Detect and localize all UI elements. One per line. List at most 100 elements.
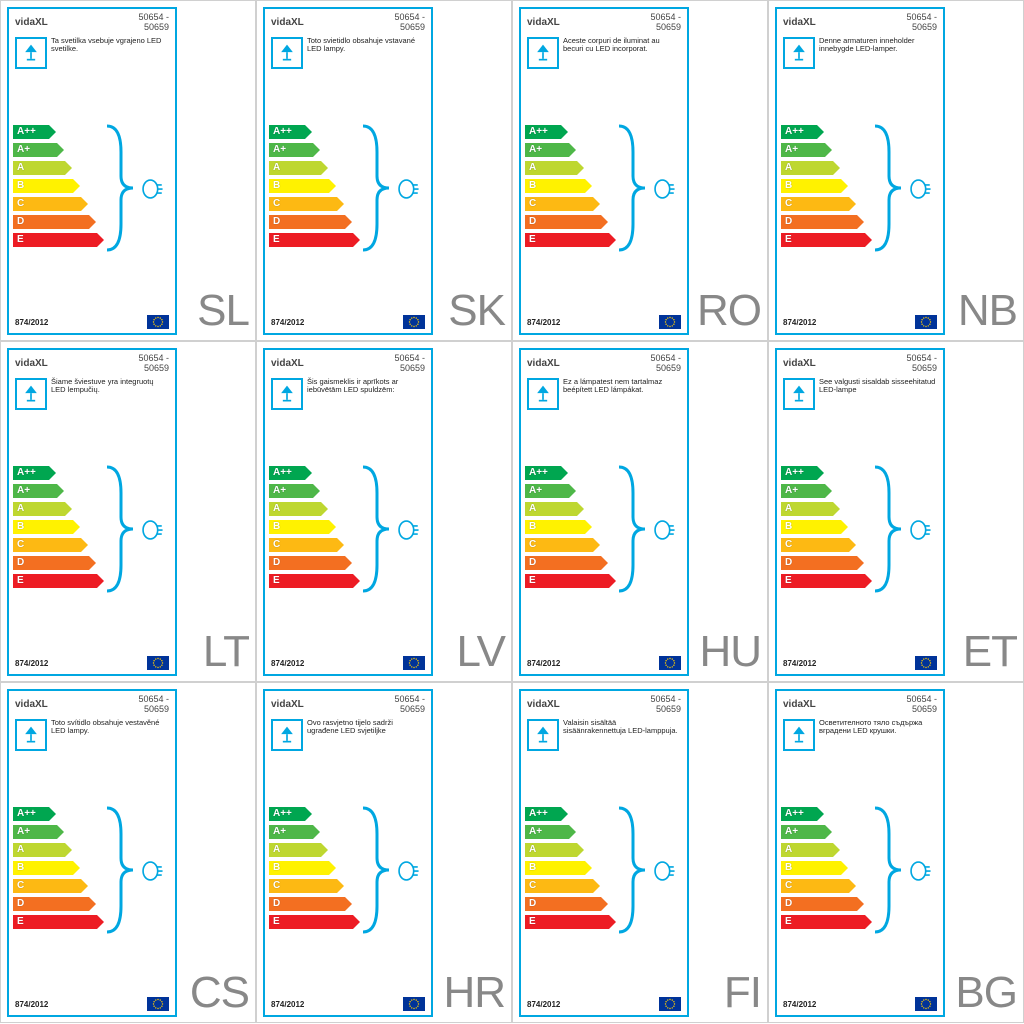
energy-class-label: A+	[785, 825, 798, 839]
energy-label-cell: vidaXL 50654 - 50659 Aceste corpuri de i…	[512, 0, 768, 341]
eu-flag-icon	[403, 656, 425, 670]
energy-class-label: D	[529, 215, 536, 229]
energy-class-label: A++	[17, 125, 36, 139]
energy-class-label: E	[785, 574, 792, 588]
energy-class-label: A	[529, 161, 536, 175]
energy-class-label: D	[17, 556, 24, 570]
energy-scale: A++ A+ A B C	[781, 465, 941, 605]
energy-row: A++	[13, 806, 173, 822]
energy-row: A++	[525, 465, 685, 481]
energy-class-label: C	[17, 197, 24, 211]
lamp-icon-box	[15, 378, 47, 410]
language-code: HU	[699, 627, 761, 677]
energy-row: A	[13, 842, 173, 858]
energy-label-card: vidaXL 50654 - 50659 Ovo rasvjetno tijel…	[263, 689, 433, 1017]
bracket-icon	[871, 463, 907, 595]
energy-row: D	[781, 555, 941, 571]
lamp-icon	[789, 725, 809, 745]
energy-row: E	[13, 914, 173, 930]
energy-label-card: vidaXL 50654 - 50659 See valgusti sisald…	[775, 348, 945, 676]
energy-row: A	[525, 501, 685, 517]
lamp-icon-box	[783, 378, 815, 410]
energy-row: E	[269, 232, 429, 248]
eu-flag-icon	[915, 315, 937, 329]
energy-class-label: A+	[529, 825, 542, 839]
energy-class-label: B	[273, 520, 280, 534]
lamp-icon-box	[15, 37, 47, 69]
energy-class-label: C	[17, 879, 24, 893]
model-range: 50654 - 50659	[650, 354, 681, 374]
regulation-code: 874/2012	[15, 659, 48, 668]
model-range: 50654 - 50659	[138, 354, 169, 374]
bracket-icon	[359, 122, 395, 254]
energy-scale: A++ A+ A B C	[13, 806, 173, 946]
lamp-icon-box	[271, 378, 303, 410]
energy-class-label: A+	[529, 484, 542, 498]
energy-row: E	[525, 914, 685, 930]
energy-class-label: D	[785, 215, 792, 229]
language-code: SK	[448, 286, 505, 336]
energy-scale: A++ A+ A B C	[525, 806, 685, 946]
energy-class-label: A	[529, 843, 536, 857]
energy-label-card: vidaXL 50654 - 50659 Осветителното тяло …	[775, 689, 945, 1017]
energy-class-label: E	[273, 574, 280, 588]
lamp-icon	[533, 43, 553, 63]
model-range: 50654 - 50659	[906, 695, 937, 715]
energy-class-label: E	[785, 915, 792, 929]
energy-class-label: A+	[273, 143, 286, 157]
energy-row: D	[525, 555, 685, 571]
energy-row: A+	[525, 483, 685, 499]
energy-row: A++	[269, 124, 429, 140]
energy-class-label: C	[785, 538, 792, 552]
language-code: SL	[197, 286, 249, 336]
energy-class-label: A	[17, 502, 24, 516]
eu-flag-icon	[403, 997, 425, 1011]
energy-label-card: vidaXL 50654 - 50659 Šiame šviestuve yra…	[7, 348, 177, 676]
lamp-icon-box	[783, 37, 815, 69]
lamp-icon-box	[527, 719, 559, 751]
energy-label-cell: vidaXL 50654 - 50659 Toto svítidlo obsah…	[0, 682, 256, 1023]
regulation-code: 874/2012	[783, 659, 816, 668]
energy-class-label: E	[529, 233, 536, 247]
brand-text: vidaXL	[783, 695, 816, 710]
energy-class-label: B	[529, 861, 536, 875]
bracket-icon	[359, 463, 395, 595]
info-text: Ta svetilka vsebuje vgrajeno LED svetilk…	[51, 37, 169, 54]
bulb-icon	[907, 858, 933, 884]
bracket-icon	[871, 804, 907, 936]
energy-row: E	[13, 573, 173, 589]
energy-row: D	[525, 214, 685, 230]
lamp-icon-box	[271, 37, 303, 69]
energy-class-label: B	[785, 861, 792, 875]
eu-flag-icon	[147, 315, 169, 329]
language-code: HR	[443, 968, 505, 1018]
energy-row: A	[781, 842, 941, 858]
energy-class-label: A++	[273, 466, 292, 480]
energy-class-label: A+	[273, 484, 286, 498]
lamp-icon-box	[15, 719, 47, 751]
energy-scale: A++ A+ A B C	[781, 124, 941, 264]
energy-label-cell: vidaXL 50654 - 50659 Toto svietidlo obsa…	[256, 0, 512, 341]
brand-text: vidaXL	[15, 354, 48, 369]
lamp-icon	[21, 725, 41, 745]
regulation-code: 874/2012	[271, 1000, 304, 1009]
eu-flag-icon	[659, 997, 681, 1011]
energy-row: A+	[525, 824, 685, 840]
bulb-icon	[139, 176, 165, 202]
lamp-icon-box	[783, 719, 815, 751]
lamp-icon-box	[271, 719, 303, 751]
model-range: 50654 - 50659	[906, 354, 937, 374]
info-text: Toto svítidlo obsahuje vestavěné LED lam…	[51, 719, 169, 736]
energy-row: E	[781, 232, 941, 248]
bracket-icon	[871, 122, 907, 254]
energy-class-label: D	[273, 897, 280, 911]
model-range: 50654 - 50659	[394, 13, 425, 33]
energy-label-card: vidaXL 50654 - 50659 Denne armaturen inn…	[775, 7, 945, 335]
energy-class-label: A++	[17, 466, 36, 480]
energy-class-label: C	[273, 879, 280, 893]
energy-label-cell: vidaXL 50654 - 50659 Šiame šviestuve yra…	[0, 341, 256, 682]
regulation-code: 874/2012	[783, 318, 816, 327]
info-text: Toto svietidlo obsahuje vstavané LED lam…	[307, 37, 425, 54]
model-range: 50654 - 50659	[394, 695, 425, 715]
energy-class-label: C	[273, 538, 280, 552]
